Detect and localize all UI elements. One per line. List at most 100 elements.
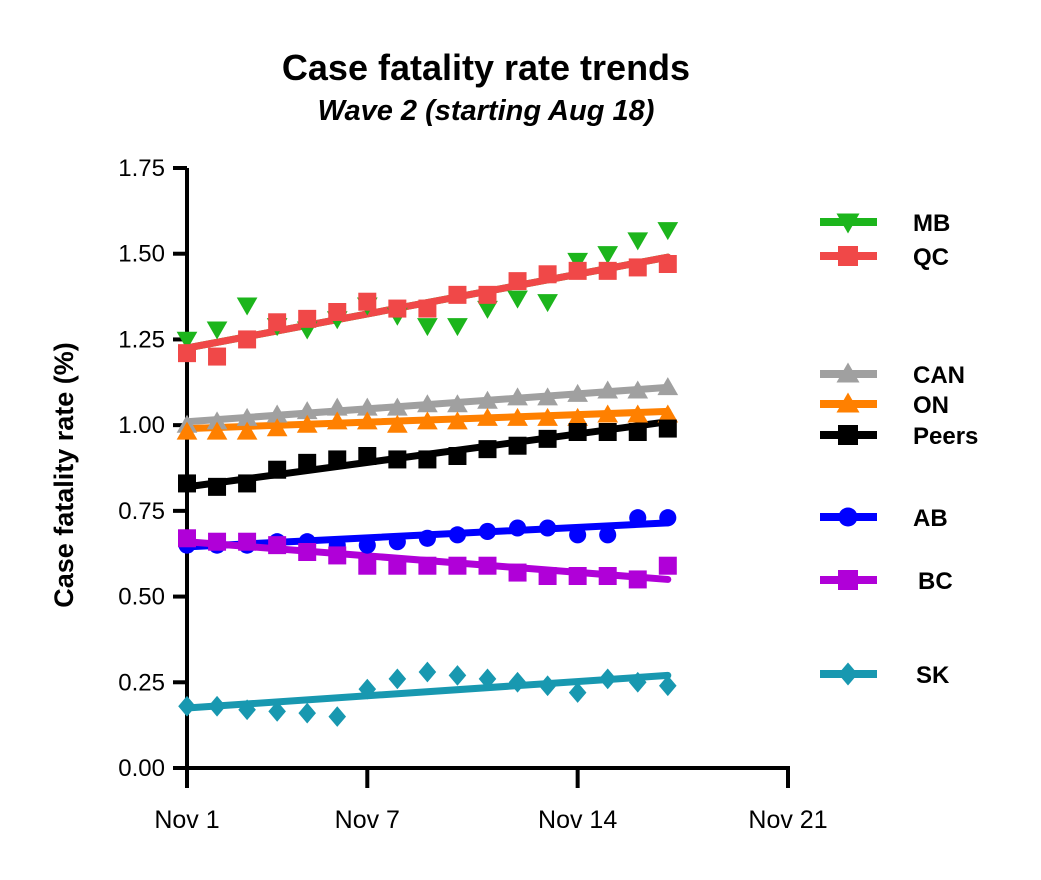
point-on — [447, 411, 468, 430]
legend: MB QC CAN ON Peers AB BC SK — [820, 210, 978, 689]
point-sk — [238, 699, 256, 721]
point-on — [477, 407, 498, 426]
point-on — [176, 421, 198, 440]
point-sk — [328, 706, 347, 727]
point-peers — [178, 474, 196, 493]
point-sk — [178, 695, 196, 717]
point-bc — [268, 536, 287, 555]
point-can — [417, 394, 438, 413]
point-can — [206, 411, 228, 430]
point-on — [266, 418, 288, 437]
point-ab — [659, 509, 677, 527]
legend-label-sk: SK — [916, 662, 950, 689]
point-ab — [629, 509, 647, 527]
point-peers — [508, 436, 527, 455]
legend-marker-mb — [836, 213, 860, 234]
point-qc — [658, 255, 677, 273]
point-ab — [388, 533, 406, 551]
point-bc — [208, 532, 227, 551]
point-qc — [568, 261, 587, 280]
point-peers — [238, 474, 257, 493]
point-peers — [358, 447, 377, 465]
point-can — [477, 390, 498, 409]
point-peers — [418, 450, 437, 469]
point-bc — [388, 556, 407, 575]
point-bc — [298, 543, 317, 561]
legend-label-can: CAN — [913, 362, 965, 389]
point-on — [387, 414, 408, 433]
point-can — [567, 383, 588, 402]
point-mb — [477, 300, 498, 319]
point-bc — [568, 567, 587, 585]
point-bc — [358, 556, 377, 575]
point-on — [417, 411, 438, 430]
point-mb — [657, 222, 679, 241]
point-can — [326, 397, 348, 416]
data-points — [176, 222, 679, 727]
point-peers — [298, 453, 317, 472]
point-qc — [448, 285, 467, 304]
legend-marker-qc — [838, 246, 858, 266]
point-qc — [388, 299, 407, 318]
point-can — [236, 407, 258, 426]
point-peers — [568, 423, 587, 441]
point-sk — [508, 671, 527, 693]
point-bc — [448, 556, 467, 575]
point-on — [657, 404, 679, 423]
point-can — [447, 394, 468, 413]
point-bc — [538, 567, 557, 585]
point-bc — [418, 556, 437, 575]
point-sk — [358, 678, 377, 700]
point-bc — [508, 563, 527, 582]
legend-marker-bc — [838, 570, 858, 590]
point-peers — [478, 440, 497, 459]
point-ab — [599, 526, 617, 544]
point-on — [356, 411, 378, 430]
point-ab — [478, 522, 497, 540]
point-qc — [268, 313, 287, 332]
chart-subtitle: Wave 2 (starting Aug 18) — [318, 95, 655, 127]
point-peers — [208, 477, 227, 496]
legend-label-mb: MB — [913, 210, 950, 237]
y-tick-label: 0.00 — [118, 755, 165, 782]
point-can — [507, 387, 528, 406]
point-sk — [598, 668, 617, 690]
legend-label-peers: Peers — [913, 423, 978, 450]
point-peers — [268, 460, 287, 479]
point-ab — [569, 526, 587, 544]
point-sk — [208, 695, 226, 717]
point-qc — [328, 303, 347, 321]
point-mb — [206, 321, 228, 340]
chart-title: Case fatality rate trends — [282, 47, 690, 88]
point-can — [627, 380, 649, 399]
point-can — [657, 377, 679, 396]
point-ab — [358, 536, 376, 554]
point-on — [567, 407, 588, 426]
point-sk — [628, 671, 647, 693]
point-can — [537, 387, 558, 406]
point-peers — [448, 447, 467, 465]
legend-marker-peers — [838, 425, 858, 445]
x-tick-label: Nov 14 — [538, 806, 617, 834]
y-tick-label: 1.75 — [118, 155, 165, 182]
point-bc — [658, 556, 677, 575]
y-tick-label: 1.50 — [118, 241, 165, 268]
y-tick-label: 1.25 — [118, 326, 165, 353]
x-tick-label: Nov 21 — [748, 806, 827, 834]
point-bc — [328, 546, 347, 565]
y-tick-label: 1.00 — [118, 412, 165, 439]
point-ab — [539, 519, 557, 537]
point-sk — [448, 665, 467, 686]
point-mb — [417, 318, 438, 337]
point-sk — [418, 661, 437, 683]
point-qc — [178, 344, 196, 363]
point-on — [326, 411, 348, 430]
point-peers — [538, 429, 557, 448]
point-mb — [597, 246, 619, 265]
y-tick-label: 0.75 — [118, 498, 165, 525]
point-sk — [298, 702, 316, 724]
legend-label-on: ON — [913, 392, 949, 419]
point-peers — [328, 450, 347, 469]
point-qc — [298, 309, 317, 328]
